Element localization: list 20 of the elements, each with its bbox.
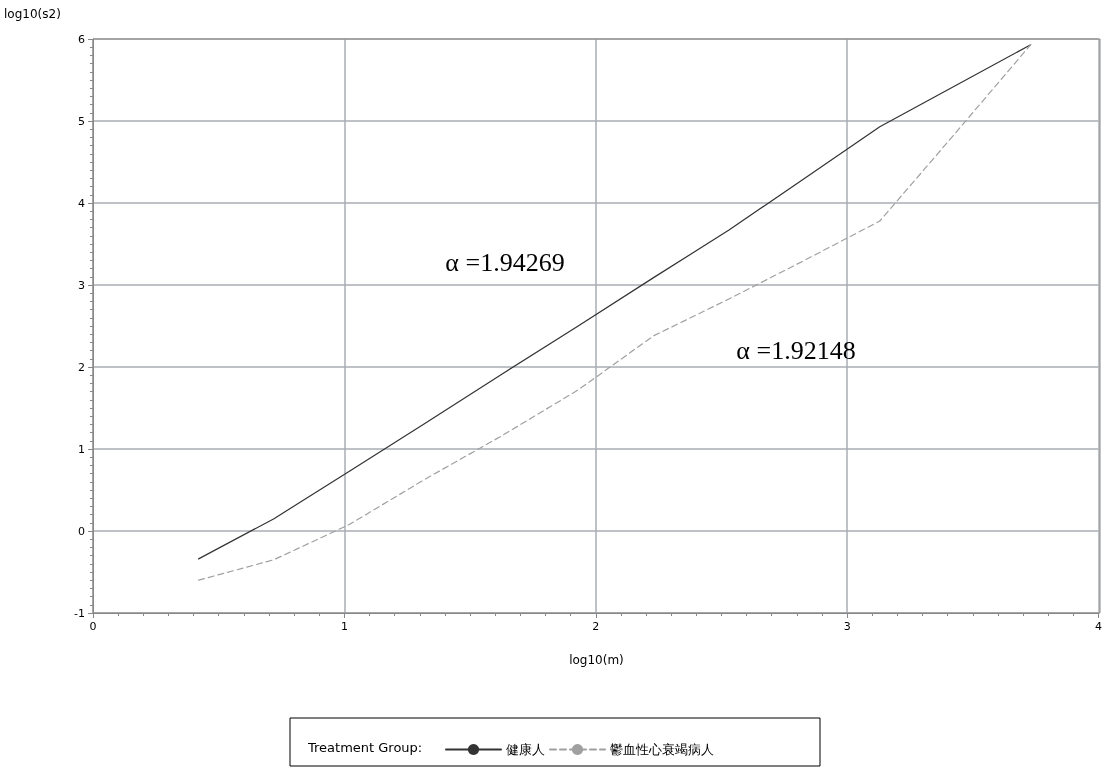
x-axis-title: log10(m) <box>569 653 624 667</box>
x-tick-label: 4 <box>1095 620 1102 633</box>
legend-label: 鬱血性心衰竭病人 <box>610 742 714 757</box>
y-tick-label: 2 <box>78 360 85 374</box>
x-tick-label: 2 <box>592 620 600 633</box>
annotation: α =1.94269 <box>445 247 565 277</box>
annotation: α =1.92148 <box>736 335 856 365</box>
y-tick-label: 3 <box>78 278 85 292</box>
legend-title: Treatment Group: <box>307 739 423 755</box>
y-tick-label: 6 <box>78 32 85 46</box>
x-tick-label: 0 <box>89 620 97 633</box>
y-tick-label: 1 <box>78 442 85 456</box>
x-tick-label: 3 <box>843 620 851 633</box>
y-tick-label: 5 <box>78 114 85 128</box>
y-tick-label: 4 <box>78 196 85 210</box>
y-axis-title: log10(s2) <box>4 7 61 21</box>
legend-label: 健康人 <box>506 742 545 757</box>
y-tick-label: 0 <box>78 524 85 538</box>
x-tick-label: 1 <box>340 620 348 633</box>
y-tick-label: -1 <box>74 606 85 620</box>
